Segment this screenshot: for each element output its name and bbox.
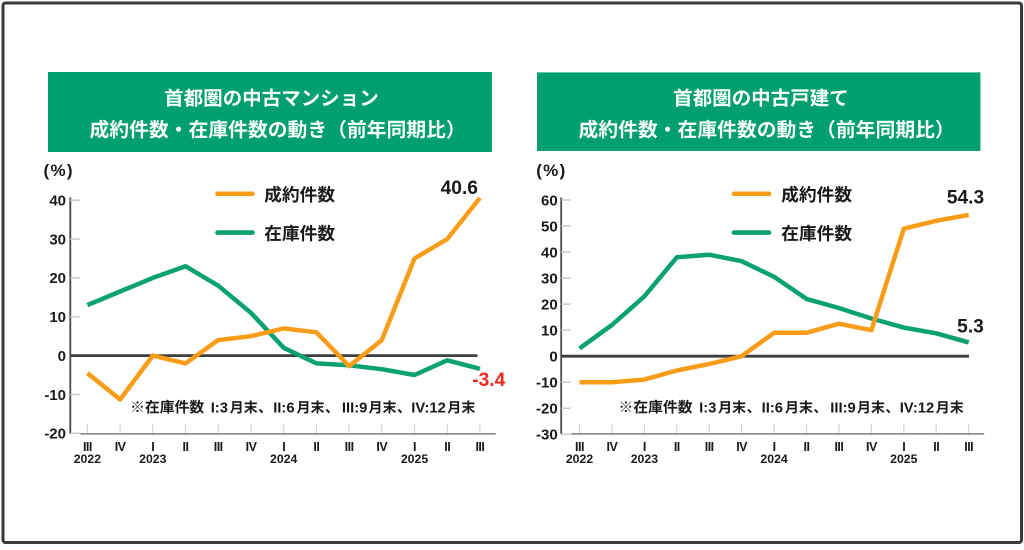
svg-text:40: 40 [541, 244, 558, 261]
svg-text:I: I [643, 440, 646, 454]
svg-text:I: I [151, 440, 154, 454]
svg-text:-3.4: -3.4 [472, 370, 505, 391]
svg-text:(%): (%) [536, 161, 566, 180]
svg-text:50: 50 [541, 218, 558, 235]
svg-text:-10: -10 [536, 375, 558, 392]
svg-text:I:3: I:3 [211, 400, 228, 416]
svg-text:I: I [413, 440, 416, 454]
svg-text:II: II [933, 440, 939, 454]
svg-text:III: III [834, 440, 843, 454]
svg-text:5.3: 5.3 [957, 317, 984, 338]
svg-text:II: II [674, 440, 680, 454]
svg-text:II: II [804, 440, 810, 454]
svg-text:2022: 2022 [74, 452, 102, 466]
svg-text:2024: 2024 [270, 452, 298, 466]
svg-text:54.3: 54.3 [947, 187, 984, 208]
svg-text:I:3: I:3 [699, 400, 716, 416]
svg-text:III: III [345, 440, 354, 454]
svg-text:2023: 2023 [139, 452, 167, 466]
svg-text:-20: -20 [44, 426, 66, 443]
svg-text:40: 40 [49, 193, 66, 210]
svg-text:I: I [773, 440, 776, 454]
svg-text:IV: IV [376, 440, 388, 454]
svg-text:IV: IV [736, 440, 748, 454]
svg-text:I: I [282, 440, 285, 454]
svg-text:2024: 2024 [760, 452, 788, 466]
svg-text:20: 20 [541, 296, 558, 313]
svg-text:IV: IV [246, 440, 258, 454]
svg-text:20: 20 [49, 270, 66, 287]
svg-text:IV: IV [866, 440, 878, 454]
svg-text:2022: 2022 [566, 452, 594, 466]
svg-text:III:9: III:9 [342, 400, 368, 416]
svg-text:(%): (%) [44, 161, 74, 180]
svg-text:II:6: II:6 [762, 400, 783, 416]
svg-text:-20: -20 [536, 401, 558, 418]
svg-text:I: I [902, 440, 905, 454]
svg-text:10: 10 [49, 309, 66, 326]
svg-text:10: 10 [541, 323, 558, 340]
svg-text:0: 0 [58, 348, 66, 365]
svg-text:III: III [964, 440, 973, 454]
svg-text:IV:12: IV:12 [900, 400, 935, 416]
svg-text:II: II [183, 440, 189, 454]
svg-text:-10: -10 [44, 387, 66, 404]
svg-text:30: 30 [49, 231, 66, 248]
svg-text:60: 60 [541, 192, 558, 209]
svg-text:-30: -30 [536, 427, 558, 444]
svg-text:2025: 2025 [401, 452, 429, 466]
svg-text:III: III [705, 440, 714, 454]
svg-text:II: II [444, 440, 450, 454]
svg-text:IV: IV [606, 440, 618, 454]
svg-text:II: II [313, 440, 319, 454]
svg-text:IV: IV [115, 440, 127, 454]
svg-text:III: III [575, 440, 584, 454]
svg-text:2025: 2025 [890, 452, 918, 466]
svg-text:III:9: III:9 [830, 400, 856, 416]
svg-text:2023: 2023 [631, 452, 659, 466]
svg-text:0: 0 [549, 349, 557, 366]
svg-text:III: III [83, 440, 92, 454]
svg-text:IV:12: IV:12 [411, 400, 446, 416]
svg-text:III: III [475, 440, 484, 454]
svg-text:40.6: 40.6 [441, 178, 478, 199]
svg-text:30: 30 [541, 270, 558, 287]
svg-text:II:6: II:6 [273, 400, 294, 416]
svg-text:III: III [214, 440, 223, 454]
